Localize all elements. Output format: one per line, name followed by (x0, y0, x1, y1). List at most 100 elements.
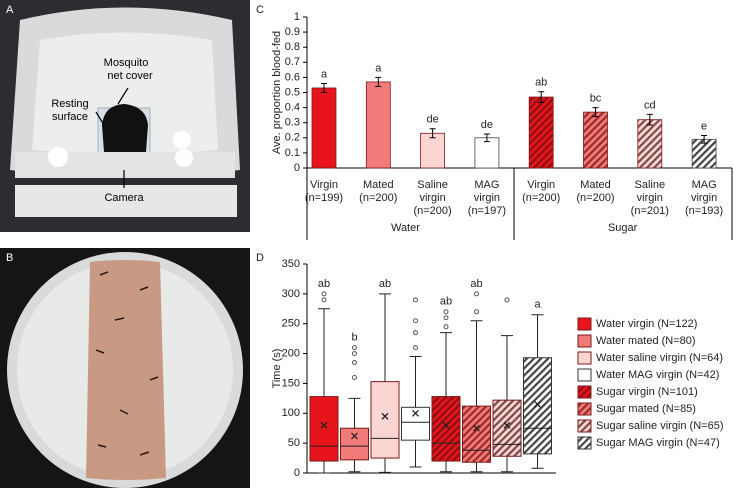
x-tick-label: (n=200) (522, 192, 560, 204)
legend-label: Water virgin (N=122) (596, 318, 697, 330)
x-tick-label: (n=197) (468, 205, 506, 217)
x-tick-label: MAG (692, 179, 717, 191)
arm (86, 260, 166, 480)
legend-label: Water saline virgin (N=64) (596, 352, 723, 364)
mean (534, 400, 541, 408)
annotation: Mosquito (104, 57, 149, 69)
whisker-low (440, 461, 452, 473)
box (370, 381, 400, 459)
y-tick-label: 0.8 (285, 41, 300, 53)
y-tick-label: 0.6 (285, 71, 300, 83)
legend-label: Water mated (N=80) (596, 335, 696, 347)
legend-swatch (577, 402, 592, 416)
x-tick-label: (n=200) (576, 192, 614, 204)
legend-swatch (577, 317, 592, 331)
whisker-high (318, 308, 330, 397)
panel-label: A (6, 4, 14, 16)
bar (474, 137, 500, 169)
whisker-high (379, 293, 391, 382)
x-tick-label: virgin (691, 192, 717, 204)
whisker-high (440, 332, 452, 397)
outlier (413, 330, 418, 336)
whisker-low (379, 458, 391, 473)
significance-letter: a (375, 62, 382, 74)
significance-letter: cd (644, 99, 656, 111)
outlier (321, 297, 327, 303)
error-bar (592, 107, 599, 118)
significance-letter: ab (440, 296, 452, 308)
significance-letter: b (351, 332, 357, 344)
x-tick-label: Saline (417, 179, 448, 191)
y-tick-label: 0.7 (285, 56, 300, 68)
x-tick-label: Saline (635, 179, 666, 191)
legend-swatch (577, 385, 592, 399)
error-bar (646, 113, 653, 126)
box (309, 396, 339, 462)
box (340, 427, 369, 461)
error-bar (483, 133, 490, 143)
photo-a: A Mosquito net cover Resting surface Cam… (0, 0, 250, 232)
bar (583, 111, 608, 169)
legend-swatch (577, 334, 592, 348)
error-bar (538, 91, 545, 103)
whisker-low (318, 461, 330, 474)
significance-letter: ab (470, 278, 482, 290)
mean (412, 409, 419, 417)
legend-label: Sugar MAG virgin (N=47) (596, 437, 720, 449)
outlier (413, 297, 418, 303)
significance-letter: de (481, 119, 493, 131)
group-label: Water (391, 222, 420, 234)
net-cover (102, 104, 148, 152)
mean (381, 412, 389, 420)
arrow (95, 111, 105, 126)
y-tick-label: 100 (282, 407, 300, 419)
outlier (352, 360, 357, 366)
annotation: Camera (104, 192, 144, 204)
mean (503, 421, 511, 429)
mean (351, 432, 358, 440)
y-tick-label: 1 (294, 11, 300, 23)
lamp (173, 131, 191, 149)
whisker-low (348, 459, 361, 473)
x-tick-label: Mated (363, 179, 394, 191)
error-bar (429, 128, 436, 139)
outlier (443, 315, 449, 321)
x-tick-label: virgin (474, 192, 500, 204)
legend-label: Water MAG virgin (N=42) (596, 369, 719, 381)
annotation: surface (52, 111, 88, 123)
bar (691, 138, 717, 169)
significance-letter: e (701, 120, 707, 132)
arrow (117, 87, 129, 105)
table (15, 185, 237, 217)
annotation: net cover (107, 70, 153, 82)
legend-swatch (577, 419, 592, 433)
outlier (474, 309, 479, 315)
legend-swatch (577, 351, 592, 365)
outlier (474, 291, 479, 297)
x-tick-label: Virgin (527, 179, 555, 191)
y-tick-label: 0.9 (285, 26, 300, 38)
mosquitoes (95, 271, 159, 456)
x-tick-label: virgin (637, 192, 663, 204)
panel-label: D (256, 252, 264, 264)
outlier (413, 345, 418, 351)
y-axis-label: Ave. proportion blood-fed (271, 31, 283, 154)
y-axis-label: Time (s) (271, 349, 283, 389)
x-tick-label: (n=193) (685, 205, 723, 217)
outlier (352, 345, 357, 351)
box (523, 357, 552, 455)
whisker-high (470, 320, 483, 407)
box (401, 406, 430, 441)
mean (442, 421, 450, 429)
error-bar (321, 82, 327, 93)
significance-letter: a (321, 68, 328, 80)
platform (15, 152, 235, 178)
significance-letter: bc (590, 93, 602, 105)
mean (473, 424, 480, 432)
significance-letter: ab (379, 278, 391, 290)
y-tick-label: 0.4 (285, 102, 300, 114)
y-tick-label: 0.5 (285, 86, 300, 98)
mean (320, 421, 328, 429)
y-tick-label: 0.3 (285, 117, 300, 129)
outlier (413, 318, 418, 324)
